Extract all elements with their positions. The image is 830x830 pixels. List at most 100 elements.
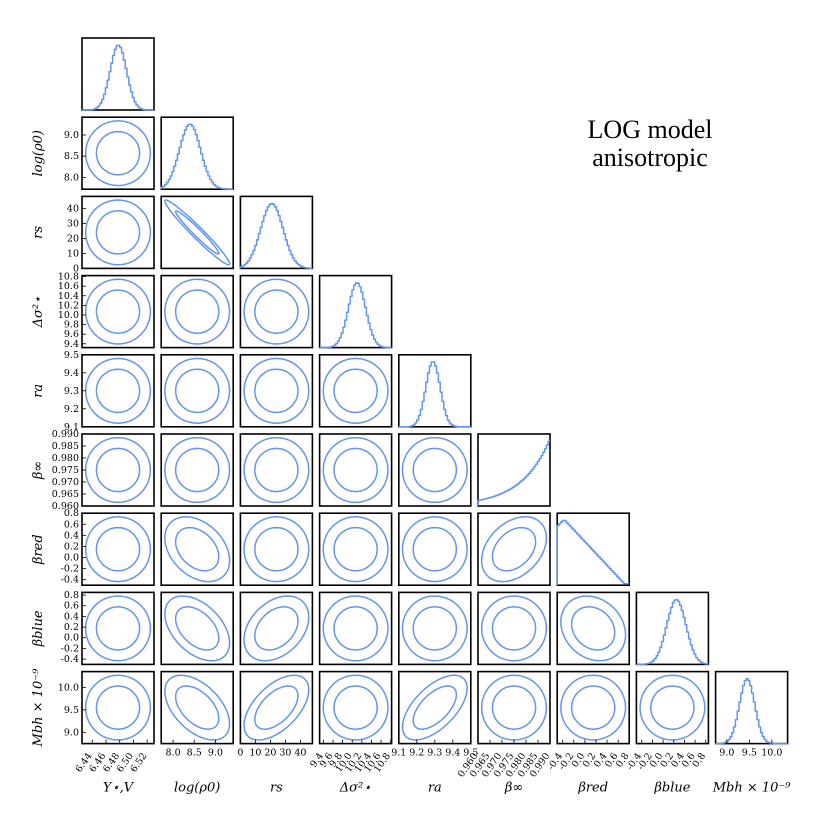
y-tick-label: 9.4 [64, 339, 79, 350]
y-tick-label: 10.6 [58, 281, 79, 292]
y-tick-label: -0.2 [61, 643, 79, 654]
contour-1-sigma [333, 685, 378, 730]
y-tick-label: 40 [67, 203, 79, 214]
panel-frame [81, 670, 155, 745]
panel-7-3 [318, 591, 393, 666]
contour-2-sigma [401, 674, 468, 741]
contour-1-sigma [174, 526, 220, 572]
plot-title-line: LOG model [588, 115, 713, 144]
contour-1-sigma [333, 526, 378, 572]
panel-4-0 [81, 353, 155, 428]
panel-2-2 [239, 195, 314, 270]
contour-2-sigma [243, 674, 310, 741]
contour-1-sigma [570, 606, 616, 651]
x-axis-label: β∞ [504, 781, 523, 796]
contour-2-sigma [560, 595, 627, 662]
contour-1-sigma [254, 685, 299, 730]
y-tick-label: -0.4 [61, 654, 79, 665]
x-axis-label: ra [428, 781, 442, 796]
y-tick-label: 0.2 [64, 541, 79, 552]
y-tick-label: 0.4 [64, 611, 79, 622]
y-tick-label: 0.6 [64, 519, 79, 530]
contour-1-sigma [650, 685, 695, 730]
panel-4-4 [397, 353, 472, 428]
contour-2-sigma [480, 516, 548, 583]
panel-frame [160, 670, 234, 745]
marginal-histogram [714, 678, 788, 745]
contour-2-sigma [84, 595, 152, 662]
panel-frame [81, 116, 155, 190]
panel-4-2 [239, 353, 314, 428]
panel-frame [318, 353, 393, 428]
contour-2-sigma [243, 516, 310, 583]
panel-frame [239, 433, 314, 507]
contour-1-sigma [491, 606, 537, 651]
contour-2-sigma [560, 674, 627, 741]
x-tick-label: 9.2 [409, 748, 424, 759]
contour-1-sigma [174, 289, 220, 334]
panel-6-1 [160, 512, 234, 587]
y-tick-label: 0.975 [52, 465, 79, 476]
contour-2-sigma [164, 674, 231, 741]
panel-frame [477, 670, 551, 745]
contour-1-sigma [254, 368, 299, 414]
x-tick-label: 9.1 [391, 748, 406, 759]
y-tick-label: 8.0 [64, 172, 79, 183]
contour-2-sigma [401, 516, 468, 583]
y-tick-label: 10.4 [58, 291, 79, 302]
panel-5-3 [318, 433, 393, 507]
x-axis-label: rs [270, 781, 283, 796]
panel-7-5 [477, 591, 551, 666]
contour-2-sigma [84, 357, 152, 424]
contour-2-sigma [84, 120, 152, 187]
y-tick-label: 0 [73, 263, 79, 274]
contour-1-sigma [174, 685, 220, 730]
panel-frame [160, 353, 234, 428]
y-tick-label: 20 [67, 233, 79, 244]
contour-2-sigma [164, 595, 231, 662]
panel-frame [81, 353, 155, 428]
panel-5-2 [239, 433, 314, 507]
y-tick-label: 0.965 [52, 489, 79, 500]
panel-6-2 [239, 512, 314, 587]
x-tick-label: 9.0 [208, 748, 223, 759]
panel-frame [239, 274, 314, 349]
panel-frame [556, 591, 631, 666]
panel-frame [239, 195, 314, 270]
panel-5-4 [397, 433, 472, 507]
panel-frame [160, 512, 234, 587]
y-tick-label: 0.985 [52, 441, 79, 452]
contour-2-sigma [322, 436, 389, 504]
contour-1-sigma [95, 447, 141, 493]
y-tick-label: 10.2 [58, 300, 79, 311]
panel-frame [239, 353, 314, 428]
y-axis-label: ra [31, 384, 46, 398]
panel-1-1 [160, 116, 234, 190]
panel-3-3 [318, 274, 393, 349]
marginal-histogram [556, 519, 630, 586]
panel-7-4 [397, 591, 472, 666]
y-axis-label: Δσ²⋆ [31, 296, 46, 329]
x-tick-label: 9.4 [445, 748, 460, 759]
marginal-histogram [635, 598, 709, 666]
contour-1-sigma [333, 368, 378, 414]
y-tick-label: 0.4 [64, 530, 79, 541]
contour-2-sigma [401, 436, 468, 504]
panel-frame [397, 433, 472, 507]
y-tick-label: 0.8 [64, 508, 79, 519]
x-tick-label: 9.0 [719, 748, 734, 759]
contour-1-sigma [412, 685, 458, 730]
contour-2-sigma [164, 357, 231, 424]
y-axis-label: βred [31, 534, 46, 565]
contour-1-sigma [95, 526, 141, 572]
panel-8-7 [635, 670, 710, 745]
contour-2-sigma [480, 674, 548, 741]
contour-1-sigma [174, 606, 220, 651]
contour-2-sigma [480, 595, 548, 662]
y-tick-label: 0.6 [64, 601, 79, 612]
contour-2-sigma [322, 674, 389, 741]
x-axis-label: log(ρ0) [174, 781, 220, 796]
marginal-histogram [318, 282, 392, 349]
contour-1-sigma [412, 447, 458, 493]
x-tick-label: 9.5 [463, 748, 478, 759]
